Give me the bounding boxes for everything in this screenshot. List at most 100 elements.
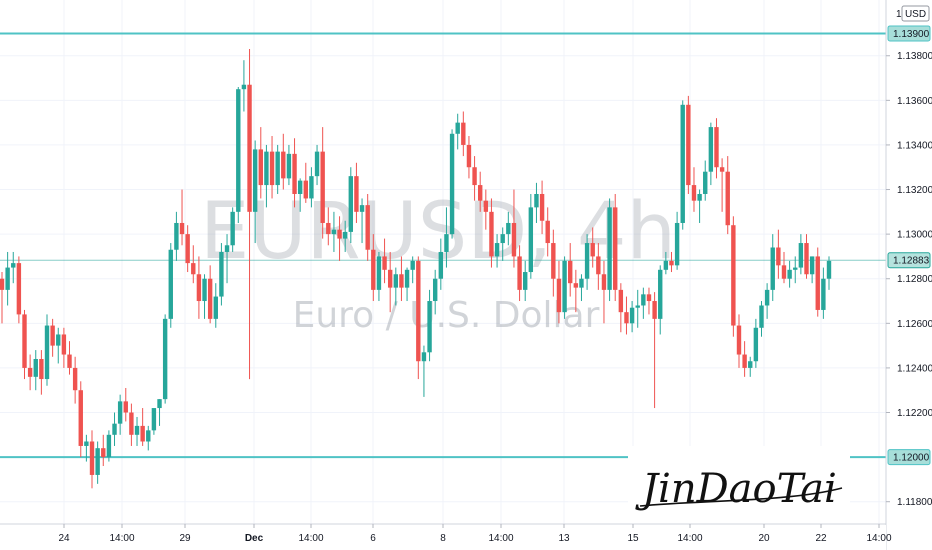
candle-body (432, 278, 438, 302)
currency-badge[interactable]: 1 USD (896, 5, 930, 22)
candle (635, 289, 640, 328)
candle (551, 229, 556, 297)
candle-body (663, 260, 669, 270)
candle (613, 193, 618, 302)
candle (95, 441, 100, 484)
candle-body (44, 325, 50, 380)
candle-body (821, 278, 826, 310)
candle (556, 260, 562, 324)
candle (404, 267, 410, 302)
x-tick-label: Dec (245, 533, 264, 544)
candle (663, 251, 669, 275)
candle (584, 234, 590, 290)
candle (798, 234, 804, 275)
price-tags: 1.13900 1.12000 1.12883 (887, 25, 931, 466)
candle (50, 318, 55, 357)
candle-body (714, 127, 719, 168)
candle (196, 256, 202, 319)
candle-body (399, 274, 404, 288)
last-price-tag-bg (887, 252, 931, 269)
candle-body (804, 243, 809, 275)
candle-body (787, 269, 792, 279)
candle (466, 136, 472, 179)
candle (258, 127, 263, 199)
candle (348, 167, 354, 244)
candle (16, 256, 22, 324)
candle (517, 245, 522, 302)
candle-body (725, 171, 730, 226)
candle (697, 189, 702, 223)
candle (275, 144, 280, 194)
y-tick-label: 1.12200 (897, 408, 932, 419)
candle-body (387, 269, 393, 288)
candle (399, 256, 404, 302)
candle (410, 256, 415, 284)
candle (731, 216, 736, 337)
candle-body (202, 278, 207, 302)
candle (770, 234, 775, 302)
candle-body (703, 171, 708, 194)
candle-body (67, 354, 72, 368)
candle-body (320, 151, 325, 223)
candle (72, 356, 78, 404)
candle (185, 225, 190, 273)
candle-body (286, 153, 292, 179)
candle-body (708, 127, 714, 172)
candle (162, 314, 168, 404)
candle-body (607, 207, 612, 290)
candle-body (658, 269, 663, 319)
grid-lines (0, 0, 886, 524)
candle (781, 251, 787, 284)
candle-body (764, 289, 770, 306)
candle (297, 178, 303, 212)
candle (562, 256, 567, 319)
candle (252, 140, 258, 244)
candle-body (579, 278, 584, 288)
x-tick-label: 6 (370, 533, 376, 544)
candle-body (84, 441, 89, 446)
candle-body (140, 425, 145, 442)
candle (680, 100, 685, 230)
candle (292, 138, 297, 208)
candle (449, 129, 455, 239)
candle-body (292, 153, 297, 194)
candle (545, 207, 550, 257)
candle (500, 227, 505, 261)
candle (286, 144, 292, 186)
x-tick-label: 15 (627, 533, 639, 544)
candle-body (162, 318, 168, 400)
candle (674, 211, 680, 270)
candle (691, 167, 697, 212)
candle (67, 341, 72, 375)
candle-body (281, 151, 286, 179)
candle (742, 341, 747, 377)
candle-body (241, 84, 247, 90)
candle (607, 198, 612, 302)
candle (624, 296, 629, 335)
candle-body (421, 352, 427, 362)
candle (371, 234, 376, 302)
candle (489, 198, 494, 268)
candle (686, 95, 691, 194)
candle (416, 256, 421, 380)
candle (61, 327, 67, 368)
x-tick-label: 22 (815, 533, 827, 544)
candle-body (95, 448, 100, 475)
candle (646, 287, 652, 315)
candle-body (213, 296, 218, 319)
time-axis: 24 14:00 29 Dec 14:00 6 8 14:00 13 15 14:00 20 22 14:… (58, 524, 892, 544)
candle-body (168, 249, 173, 319)
candle-body (748, 361, 753, 368)
candle (461, 111, 466, 157)
candle-body (731, 225, 736, 326)
y-tick-label: 1.12600 (897, 319, 932, 330)
candle-body (652, 301, 657, 319)
candle-body (297, 180, 303, 194)
candle (117, 394, 123, 435)
candle (776, 229, 781, 279)
candle-body (523, 272, 528, 290)
candle-body (466, 144, 472, 168)
candle-body (22, 314, 27, 368)
candle (27, 354, 33, 391)
candle (241, 60, 247, 112)
